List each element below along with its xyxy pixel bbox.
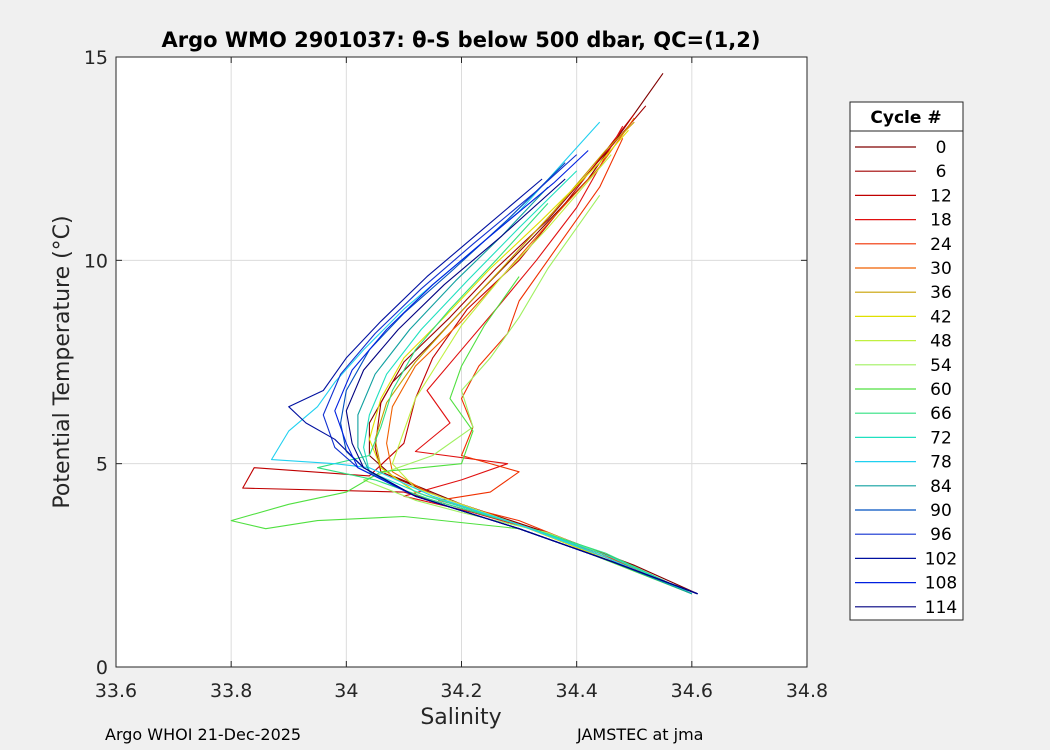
y-tick-label: 0 [96, 657, 108, 679]
y-tick-label: 15 [84, 47, 108, 69]
x-tick-label: 34.8 [786, 680, 828, 702]
y-tick-label: 5 [96, 454, 108, 476]
series-line-cycle-54 [363, 194, 693, 595]
chart-title: Argo WMO 2901037: θ-S below 500 dbar, QC… [162, 28, 761, 52]
legend-entry-label: 84 [930, 477, 952, 497]
y-axis-ticks: 0 5 10 15 [84, 47, 807, 679]
series-line-cycle-60 [230, 276, 693, 595]
legend-entry-label: 66 [930, 404, 952, 424]
legend-entry-label: 60 [930, 380, 952, 400]
legend-entry-label: 102 [925, 549, 957, 569]
x-axis-ticks: 33.6 33.8 34 34.2 34.4 34.6 34.8 [95, 57, 828, 702]
legend-entry-label: 30 [930, 259, 952, 279]
y-tick-label: 10 [84, 250, 108, 272]
legend: Cycle # 0 6 12 18 24 30 36 42 48 54 60 66 72 78 84 90 96… [849, 101, 964, 621]
legend-entry-label: 108 [925, 574, 957, 594]
footer-left: Argo WHOI 21-Dec-2025 [105, 725, 302, 744]
legend-entry-label: 6 [936, 162, 947, 182]
legend-entry-label: 78 [930, 453, 952, 473]
legend-entry-label: 54 [930, 356, 952, 376]
legend-entry-label: 18 [930, 211, 952, 231]
y-axis-label: Potential Temperature (°C) [50, 215, 75, 508]
x-tick-label: 34 [334, 680, 358, 702]
legend-entry-label: 0 [936, 138, 947, 158]
x-tick-label: 34.2 [440, 680, 482, 702]
legend-entries: 0 6 12 18 24 30 36 42 48 54 60 66 72 78 84 90 96 102 108 11… [855, 138, 957, 618]
legend-entry-label: 12 [930, 186, 952, 206]
legend-entry-label: 24 [930, 235, 952, 255]
legend-entry-label: 114 [925, 598, 957, 618]
legend-entry-label: 36 [930, 283, 952, 303]
legend-title: Cycle # [870, 108, 941, 128]
series-lines [230, 72, 698, 595]
footer-right: JAMSTEC at jma [577, 725, 704, 744]
legend-entry-label: 72 [930, 428, 952, 448]
x-axis-label: Salinity [420, 705, 501, 730]
legend-entry-label: 42 [930, 307, 952, 327]
x-tick-label: 34.4 [556, 680, 598, 702]
x-tick-label: 33.6 [95, 680, 137, 702]
series-line-cycle-18 [403, 125, 693, 595]
legend-entry-label: 90 [930, 501, 952, 521]
series-line-cycle-114 [345, 178, 698, 595]
legend-entry-label: 96 [930, 525, 952, 545]
x-tick-label: 34.6 [671, 680, 713, 702]
x-tick-label: 33.8 [210, 680, 252, 702]
legend-entry-label: 48 [930, 332, 952, 352]
